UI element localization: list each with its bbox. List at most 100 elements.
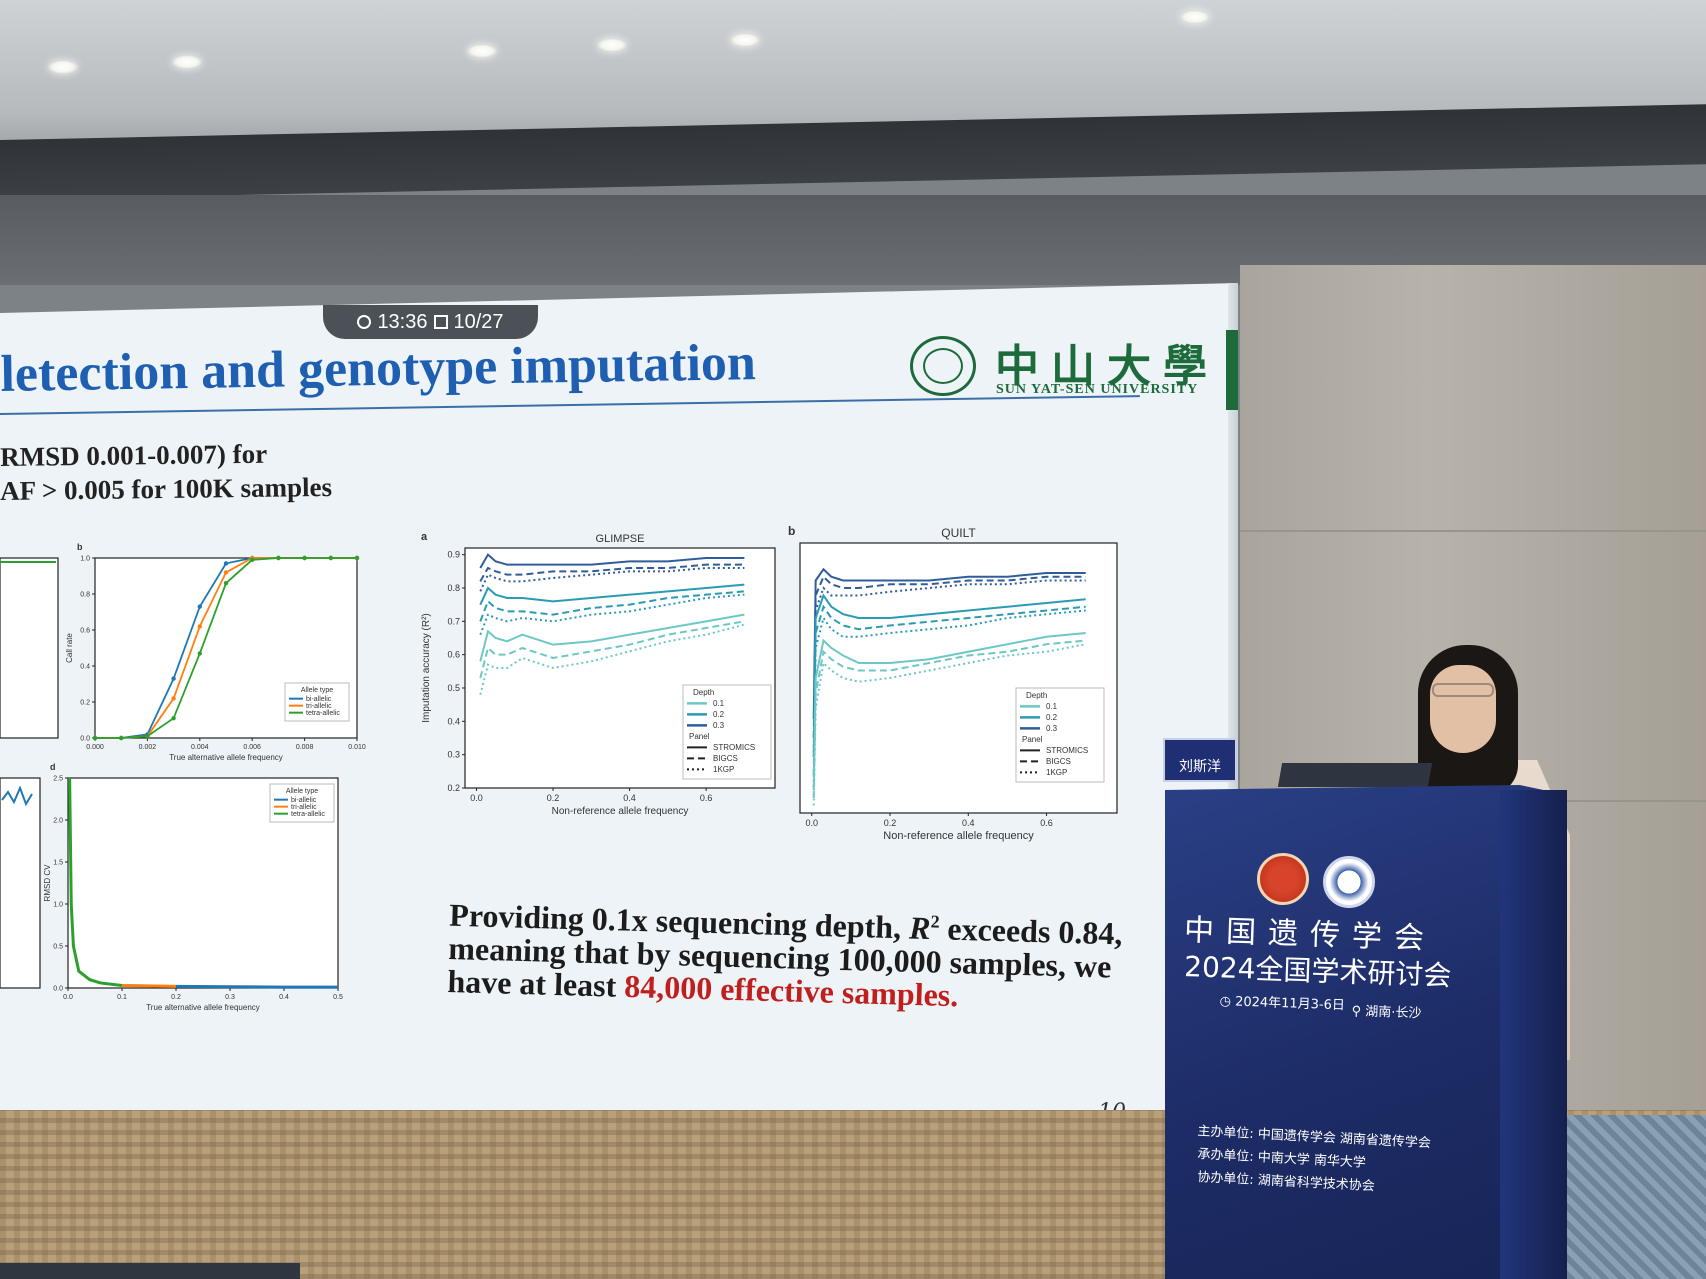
ceiling-light bbox=[1180, 10, 1210, 24]
legend-label: tri-allelic bbox=[306, 703, 332, 710]
series-line bbox=[479, 593, 745, 636]
y-tick-label: 0.4 bbox=[80, 663, 90, 670]
y-tick-label: 0.6 bbox=[80, 627, 90, 634]
data-point bbox=[302, 555, 307, 561]
call-rate-chart: 0.000 0.002 0.004 0.006 0.008 0.010 0.0 0.2 0.4 0… bbox=[0, 542, 366, 762]
x-tick-label: 0.006 bbox=[243, 744, 261, 751]
y-tick-label: 0.2 bbox=[447, 783, 460, 793]
x-tick-label: 0.010 bbox=[348, 744, 366, 751]
data-point bbox=[276, 555, 281, 561]
series-line bbox=[479, 553, 745, 569]
x-tick-label: 0.6 bbox=[1040, 818, 1053, 828]
legend-label: 0.2 bbox=[1046, 713, 1058, 722]
legend-title: Panel bbox=[1022, 735, 1043, 744]
legend-label: STROMICS bbox=[713, 743, 755, 752]
series-line bbox=[812, 643, 1086, 806]
x-tick-label: 0.000 bbox=[86, 744, 104, 751]
slide-caption: Providing 0.1x sequencing depth, R2 exce… bbox=[447, 892, 1130, 1017]
quilt-chart: 0.0 0.2 0.4 0.6 Non-reference allele frequen… bbox=[788, 524, 1118, 842]
ceiling-light bbox=[48, 60, 78, 74]
series-line bbox=[812, 567, 1086, 720]
chart-title: QUILT bbox=[941, 526, 976, 540]
university-name-cn: 中山大學 bbox=[995, 341, 1219, 392]
society-emblem-logo bbox=[1323, 856, 1375, 908]
legend-label: tri-allelic bbox=[291, 804, 317, 811]
x-tick-label: 0.4 bbox=[962, 818, 975, 828]
series-line bbox=[812, 604, 1086, 776]
legend-label: bi-allelic bbox=[291, 797, 317, 804]
legend-label: 0.1 bbox=[713, 699, 725, 708]
y-tick-label: 0.5 bbox=[447, 683, 460, 693]
legend-title: Panel bbox=[689, 732, 710, 741]
legend-box bbox=[284, 682, 350, 722]
legend-title: Allele type bbox=[301, 687, 333, 694]
y-tick-label: 0.3 bbox=[447, 750, 460, 760]
legend-label: tetra-allelic bbox=[291, 811, 325, 818]
wall-seam bbox=[1240, 530, 1706, 532]
x-axis-label: Non-reference allele frequency bbox=[552, 806, 689, 817]
data-point bbox=[223, 561, 229, 566]
legend-box bbox=[1015, 687, 1105, 783]
y-axis-label: Call rate bbox=[65, 633, 74, 663]
y-tick-label: 0.6 bbox=[447, 650, 460, 660]
x-tick-label: 0.4 bbox=[623, 793, 636, 803]
data-point bbox=[197, 651, 202, 656]
legend-label: BIGCS bbox=[713, 754, 738, 763]
x-tick-label: 0.0 bbox=[470, 793, 483, 803]
data-point bbox=[354, 555, 360, 561]
x-tick-label: 0.1 bbox=[117, 994, 127, 1001]
series-line bbox=[479, 613, 745, 662]
podium-side bbox=[1500, 790, 1567, 1279]
y-tick-label: 0.5 bbox=[53, 943, 63, 950]
university-seal-logo bbox=[910, 336, 976, 396]
series-line bbox=[121, 983, 177, 988]
x-axis-label: True alternative allele frequency bbox=[146, 1003, 260, 1012]
legend-label: bi-allelic bbox=[306, 696, 332, 703]
screen-frame bbox=[1228, 283, 1238, 1158]
legend-title: Allele type bbox=[286, 788, 318, 795]
y-tick-label: 0.2 bbox=[80, 699, 90, 706]
legend-box bbox=[269, 783, 335, 823]
cropped-panel-line bbox=[1, 785, 33, 807]
ceiling-light bbox=[730, 33, 760, 47]
y-axis-label: RMSD CV bbox=[43, 864, 52, 902]
cropped-panel bbox=[0, 557, 59, 739]
data-point bbox=[145, 734, 150, 739]
x-tick-label: 0.2 bbox=[884, 818, 897, 828]
legend-label: 1KGP bbox=[1046, 768, 1067, 777]
data-point bbox=[197, 624, 202, 629]
bottom-edge bbox=[0, 1263, 300, 1279]
clock-icon bbox=[357, 315, 372, 329]
y-tick-label: 0.9 bbox=[447, 550, 460, 560]
x-tick-label: 0.0 bbox=[63, 994, 73, 1001]
x-tick-label: 0.2 bbox=[547, 793, 560, 803]
cropped-panel bbox=[0, 777, 41, 989]
y-tick-label: 0.0 bbox=[80, 735, 90, 742]
y-axis-label: Imputation accuracy (R²) bbox=[421, 613, 432, 722]
page-icon bbox=[433, 315, 448, 329]
series-line bbox=[175, 984, 338, 989]
chart-title: GLIMPSE bbox=[596, 533, 645, 545]
x-tick-label: 0.008 bbox=[296, 744, 314, 751]
y-tick-label: 0.7 bbox=[447, 616, 460, 626]
x-tick-label: 0.0 bbox=[805, 818, 818, 828]
speaker-face bbox=[1430, 665, 1496, 753]
x-axis-label: Non-reference allele frequency bbox=[883, 830, 1034, 842]
data-point bbox=[328, 555, 333, 561]
data-point bbox=[223, 570, 229, 575]
y-tick-label: 1.5 bbox=[53, 859, 63, 866]
genetics-society-logo bbox=[1257, 853, 1309, 905]
y-tick-label: 0.0 bbox=[53, 985, 63, 992]
slide-title: letection and genotype imputation bbox=[0, 334, 757, 403]
laptop bbox=[1277, 763, 1433, 787]
y-tick-label: 1.0 bbox=[53, 901, 63, 908]
ceiling-light bbox=[172, 55, 202, 69]
legend-title: Depth bbox=[693, 688, 714, 697]
bullet-line-2: AF > 0.005 for 100K samples bbox=[0, 471, 333, 506]
y-tick-label: 0.8 bbox=[80, 591, 90, 598]
x-axis-label: True alternative allele frequency bbox=[169, 753, 283, 762]
series-line bbox=[479, 623, 745, 695]
panel-label: a bbox=[421, 531, 428, 543]
legend-label: 0.3 bbox=[713, 721, 725, 730]
data-point bbox=[223, 581, 229, 586]
